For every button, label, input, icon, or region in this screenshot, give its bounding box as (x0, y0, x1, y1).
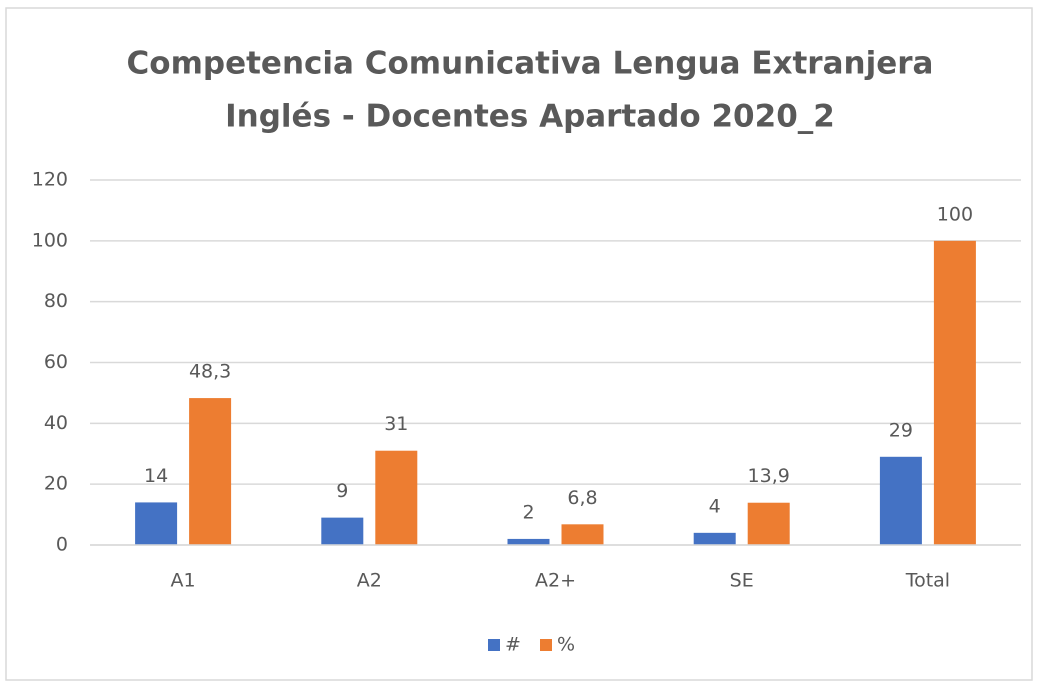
bar (879, 456, 922, 545)
chart-title: Competencia Comunicativa Lengua Extranje… (127, 46, 934, 82)
bar (189, 398, 232, 545)
data-label: 48,3 (189, 361, 231, 383)
data-label: 6,8 (567, 487, 597, 509)
bar (375, 450, 418, 545)
x-tick-label: A1 (171, 570, 196, 592)
bar (561, 524, 604, 545)
bar (507, 538, 550, 545)
legend-label: % (557, 634, 575, 656)
data-label: 9 (336, 480, 348, 502)
y-tick-label: 0 (56, 534, 68, 556)
bar (747, 502, 790, 545)
y-tick-label: 40 (44, 412, 68, 434)
legend-label: # (505, 634, 521, 656)
legend-swatch (540, 639, 552, 651)
legend-swatch (488, 639, 500, 651)
data-label: 29 (889, 419, 913, 441)
chart-border (5, 7, 1033, 681)
x-tick-label: A2+ (535, 570, 576, 592)
y-tick-label: 100 (32, 229, 68, 251)
bar (321, 517, 364, 545)
data-label: 100 (937, 203, 973, 225)
x-tick-label: Total (905, 570, 950, 592)
data-label: 2 (522, 501, 534, 523)
data-label: 14 (144, 465, 168, 487)
chart-title: Inglés - Docentes Apartado 2020_2 (225, 99, 835, 135)
y-tick-label: 20 (44, 473, 68, 495)
y-tick-label: 120 (32, 169, 68, 191)
bar (135, 502, 178, 545)
data-label: 4 (709, 495, 721, 517)
y-tick-label: 80 (44, 290, 68, 312)
y-tick-label: 60 (44, 351, 68, 373)
bar (933, 240, 976, 546)
data-label: 31 (384, 413, 408, 435)
x-tick-label: A2 (357, 570, 382, 592)
x-tick-label: SE (730, 570, 754, 592)
data-label: 13,9 (748, 465, 790, 487)
bar (693, 532, 736, 545)
